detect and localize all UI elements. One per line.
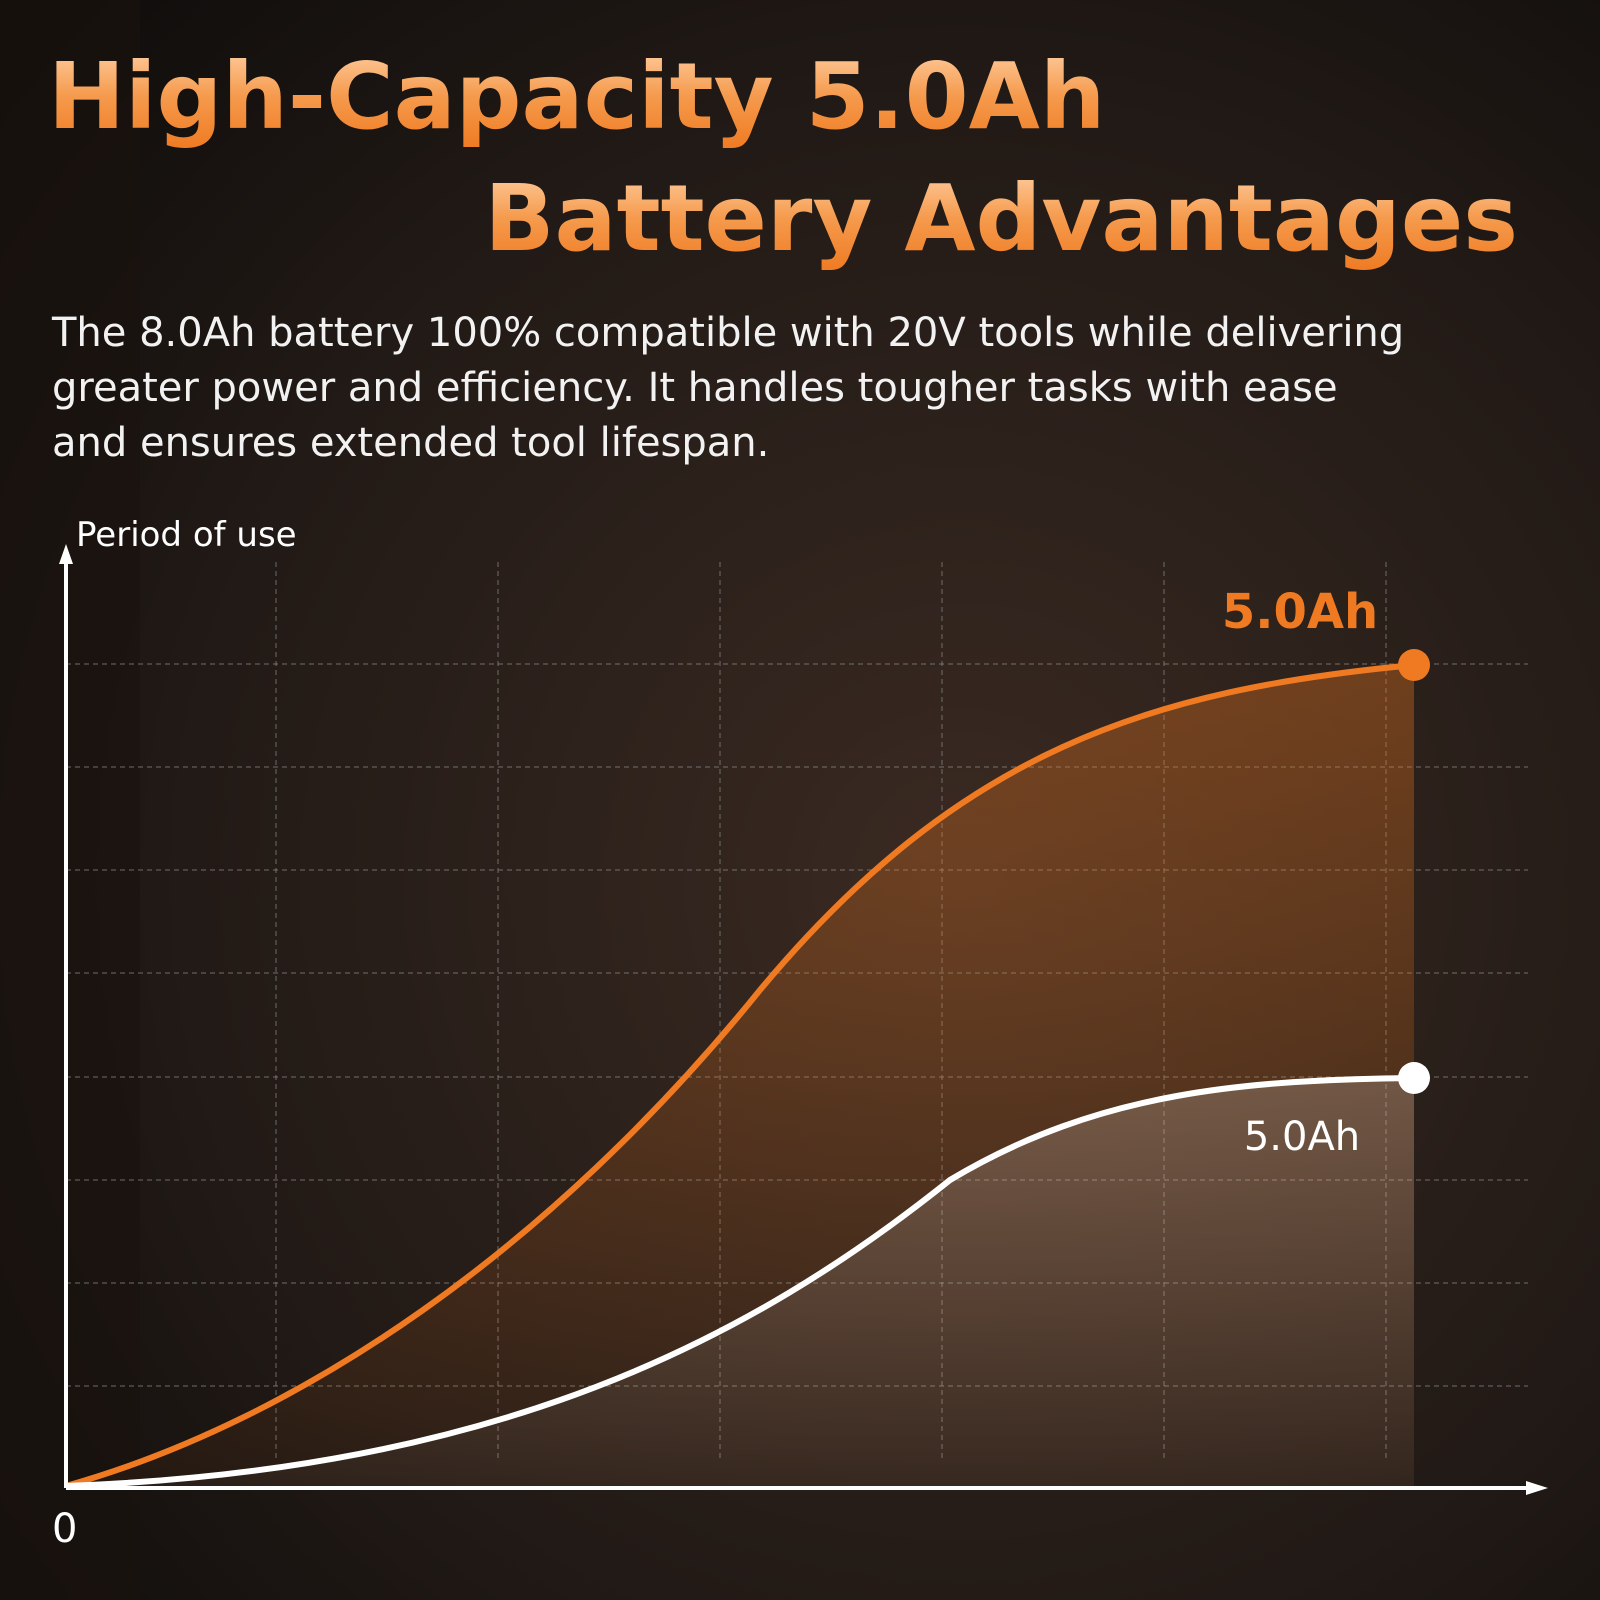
orange-endpoint [1398,649,1430,681]
curve-label: 5.0Ah [1222,584,1378,640]
origin-label: 0 [52,1506,77,1552]
description-line: The 8.0Ah battery 100% compatible with 2… [51,310,1404,356]
description-line: and ensures extended tool lifespan. [52,420,769,466]
white-curve [65,1075,1415,1489]
orange-curve [65,662,1415,1489]
title-line: Battery Advantages [484,165,1518,272]
y-axis-label: Period of use [76,515,297,555]
white-endpoint [1398,1062,1430,1094]
white-area [66,1078,1414,1486]
background-post [0,0,140,1600]
description-line: greater power and efficiency. It handles… [52,365,1338,411]
title-line: High-Capacity 5.0Ah [48,43,1105,150]
axes [59,544,1548,1495]
curve-label: 5.0Ah [1244,1114,1360,1160]
